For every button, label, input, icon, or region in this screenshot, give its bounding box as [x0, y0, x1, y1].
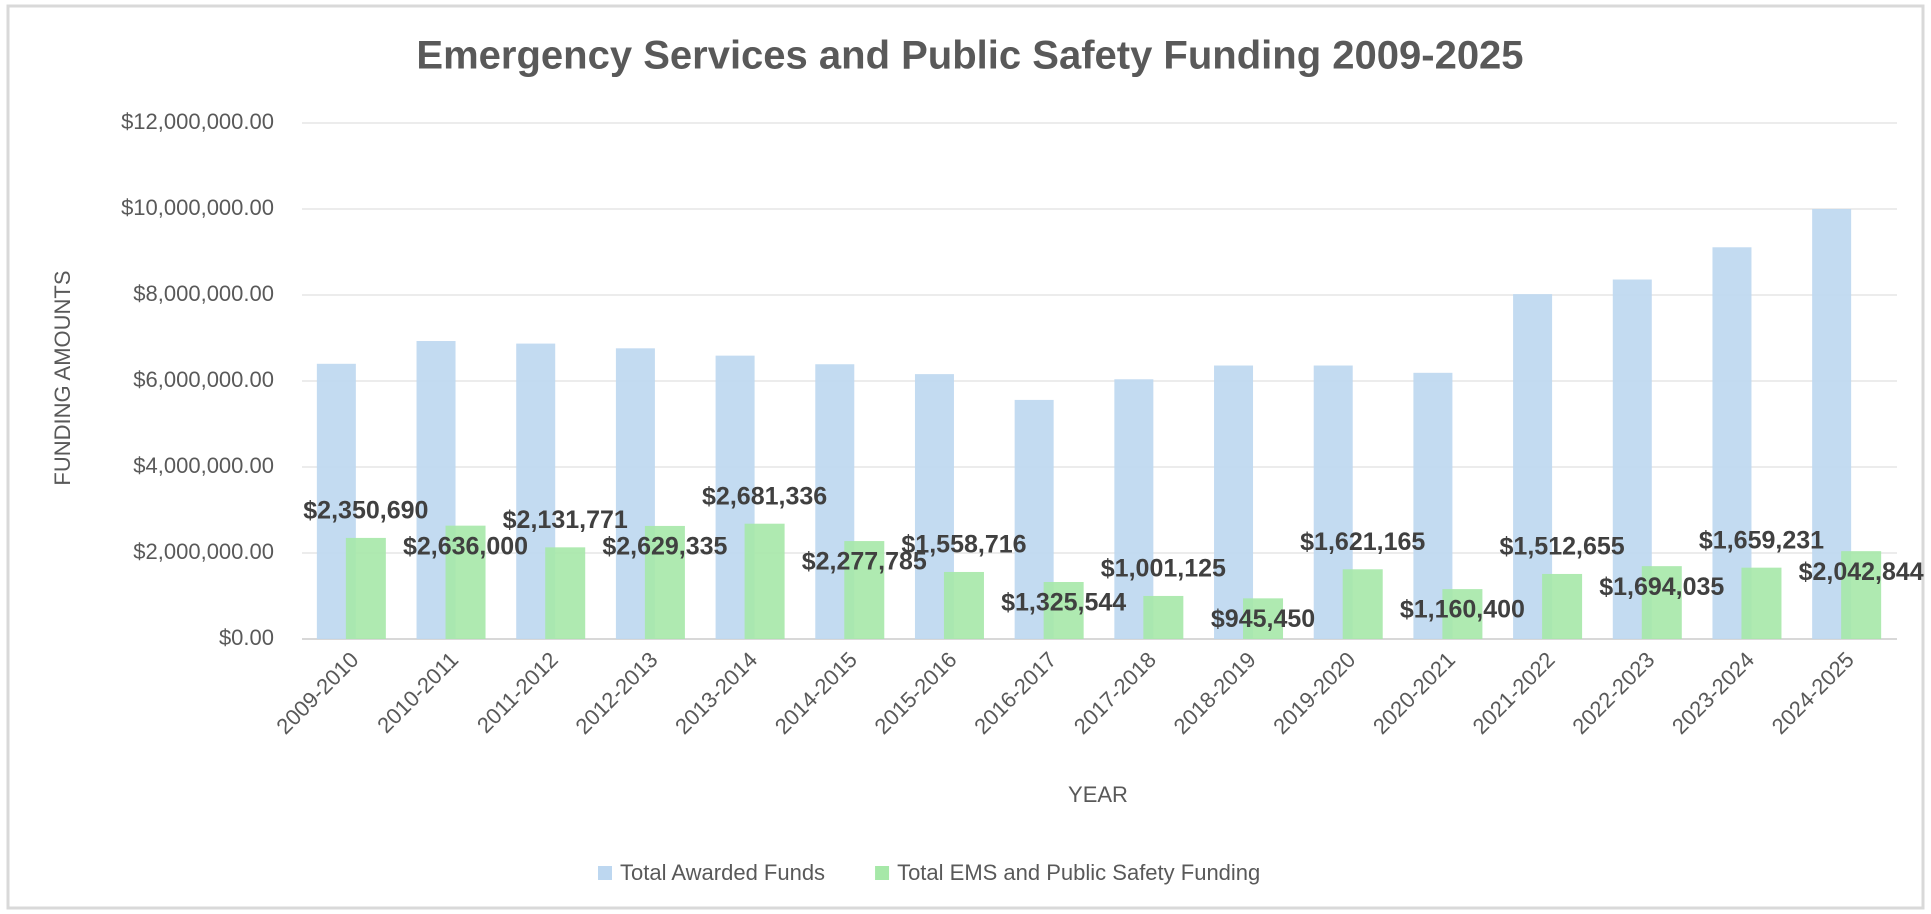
data-label: $2,629,335 — [602, 533, 727, 561]
bar — [1143, 595, 1184, 639]
data-label: $1,694,035 — [1599, 573, 1724, 601]
bar — [1214, 365, 1254, 639]
bar — [943, 571, 984, 639]
data-label: $1,558,716 — [901, 531, 1026, 559]
y-tick-label: $4,000,000.00 — [133, 453, 274, 478]
bar — [1043, 582, 1084, 639]
y-tick-label: $10,000,000.00 — [121, 195, 274, 220]
data-label: $2,277,785 — [802, 548, 927, 576]
data-label: $1,659,231 — [1699, 526, 1824, 554]
data-label: $1,512,655 — [1500, 533, 1625, 561]
bar — [1542, 573, 1583, 639]
y-tick-label: $8,000,000.00 — [133, 281, 274, 306]
bar — [545, 547, 586, 639]
data-label: $2,636,000 — [403, 532, 528, 560]
bar — [1641, 566, 1682, 639]
bar — [1841, 551, 1882, 639]
y-axis-label: FUNDING AMOUNTS — [50, 270, 75, 485]
data-label: $945,450 — [1211, 605, 1315, 633]
x-axis-label: YEAR — [1068, 782, 1128, 807]
legend-label: Total EMS and Public Safety Funding — [897, 860, 1260, 885]
y-tick-label: $0.00 — [219, 625, 274, 650]
bar — [644, 525, 685, 639]
bar — [1741, 567, 1782, 639]
bar — [1114, 379, 1154, 639]
y-tick-label: $6,000,000.00 — [133, 367, 274, 392]
bar — [345, 537, 386, 639]
bar — [744, 523, 785, 639]
data-label: $2,681,336 — [702, 482, 827, 510]
bar — [1243, 598, 1284, 639]
y-tick-label: $12,000,000.00 — [121, 109, 274, 134]
legend-swatch — [875, 866, 890, 880]
y-tick-label: $2,000,000.00 — [133, 539, 274, 564]
data-label: $2,131,771 — [503, 506, 628, 534]
data-label: $1,160,400 — [1400, 596, 1525, 624]
data-label: $2,350,690 — [303, 497, 428, 525]
bar — [1442, 589, 1483, 639]
bar — [445, 525, 486, 639]
bar — [1342, 569, 1383, 639]
chart-title: Emergency Services and Public Safety Fun… — [416, 34, 1523, 78]
data-label: $1,001,125 — [1101, 555, 1226, 583]
legend-swatch — [598, 866, 612, 880]
bar — [844, 541, 885, 639]
data-label: $1,621,165 — [1300, 528, 1425, 556]
data-label: $2,042,844 — [1799, 558, 1924, 586]
legend-label: Total Awarded Funds — [620, 860, 825, 885]
data-label: $1,325,544 — [1001, 589, 1126, 617]
